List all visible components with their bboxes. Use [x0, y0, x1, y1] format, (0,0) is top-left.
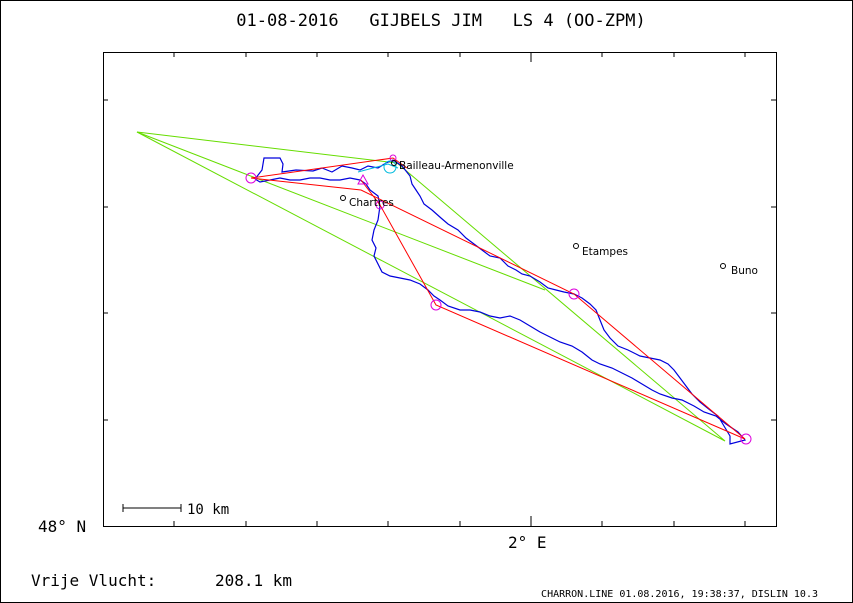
place-marker-chartres: [340, 195, 346, 201]
start-marker: [357, 173, 369, 185]
place-marker-bailleau: [391, 160, 397, 166]
distance-label: Vrije Vlucht:: [31, 571, 156, 590]
turnpoint-marker: [568, 288, 580, 300]
place-marker-etampes: [573, 243, 579, 249]
turnpoint-marker: [375, 200, 385, 210]
place-label-etampes: Etampes: [582, 246, 628, 258]
axis-ticks: [103, 52, 776, 526]
footer-credit: CHARRON.LINE 01.08.2016, 19:38:37, DISLI…: [541, 589, 818, 600]
latitude-label: 48° N: [38, 517, 86, 536]
triangle-route-leg: [136, 131, 546, 291]
scale-bar: [122, 504, 182, 512]
place-label-buno: Buno: [731, 265, 758, 277]
place-markers: [340, 160, 726, 269]
map-title: 01-08-2016 GIJBELS JIM LS 4 (OO-ZPM): [236, 11, 645, 31]
free-flight-route-2: [250, 177, 746, 440]
start-line: [357, 163, 399, 173]
plot-frame: [103, 52, 777, 527]
place-label-bailleau: Bailleau-Armenonville: [399, 160, 514, 172]
longitude-label: 2° E: [508, 533, 547, 552]
triangle-route: [136, 131, 726, 442]
gps-track: [254, 157, 747, 445]
turnpoints: [245, 154, 752, 445]
turnpoint-marker: [430, 299, 442, 311]
place-marker-buno: [720, 263, 726, 269]
turnpoint-marker: [245, 172, 257, 184]
place-label-chartres: Chartres: [349, 197, 394, 209]
distance-value: 208.1 km: [215, 571, 292, 590]
free-flight-route: [250, 157, 408, 179]
scale-bar-label: 10 km: [187, 502, 229, 518]
start-cylinder: [383, 160, 397, 174]
turnpoint-marker: [740, 433, 752, 445]
